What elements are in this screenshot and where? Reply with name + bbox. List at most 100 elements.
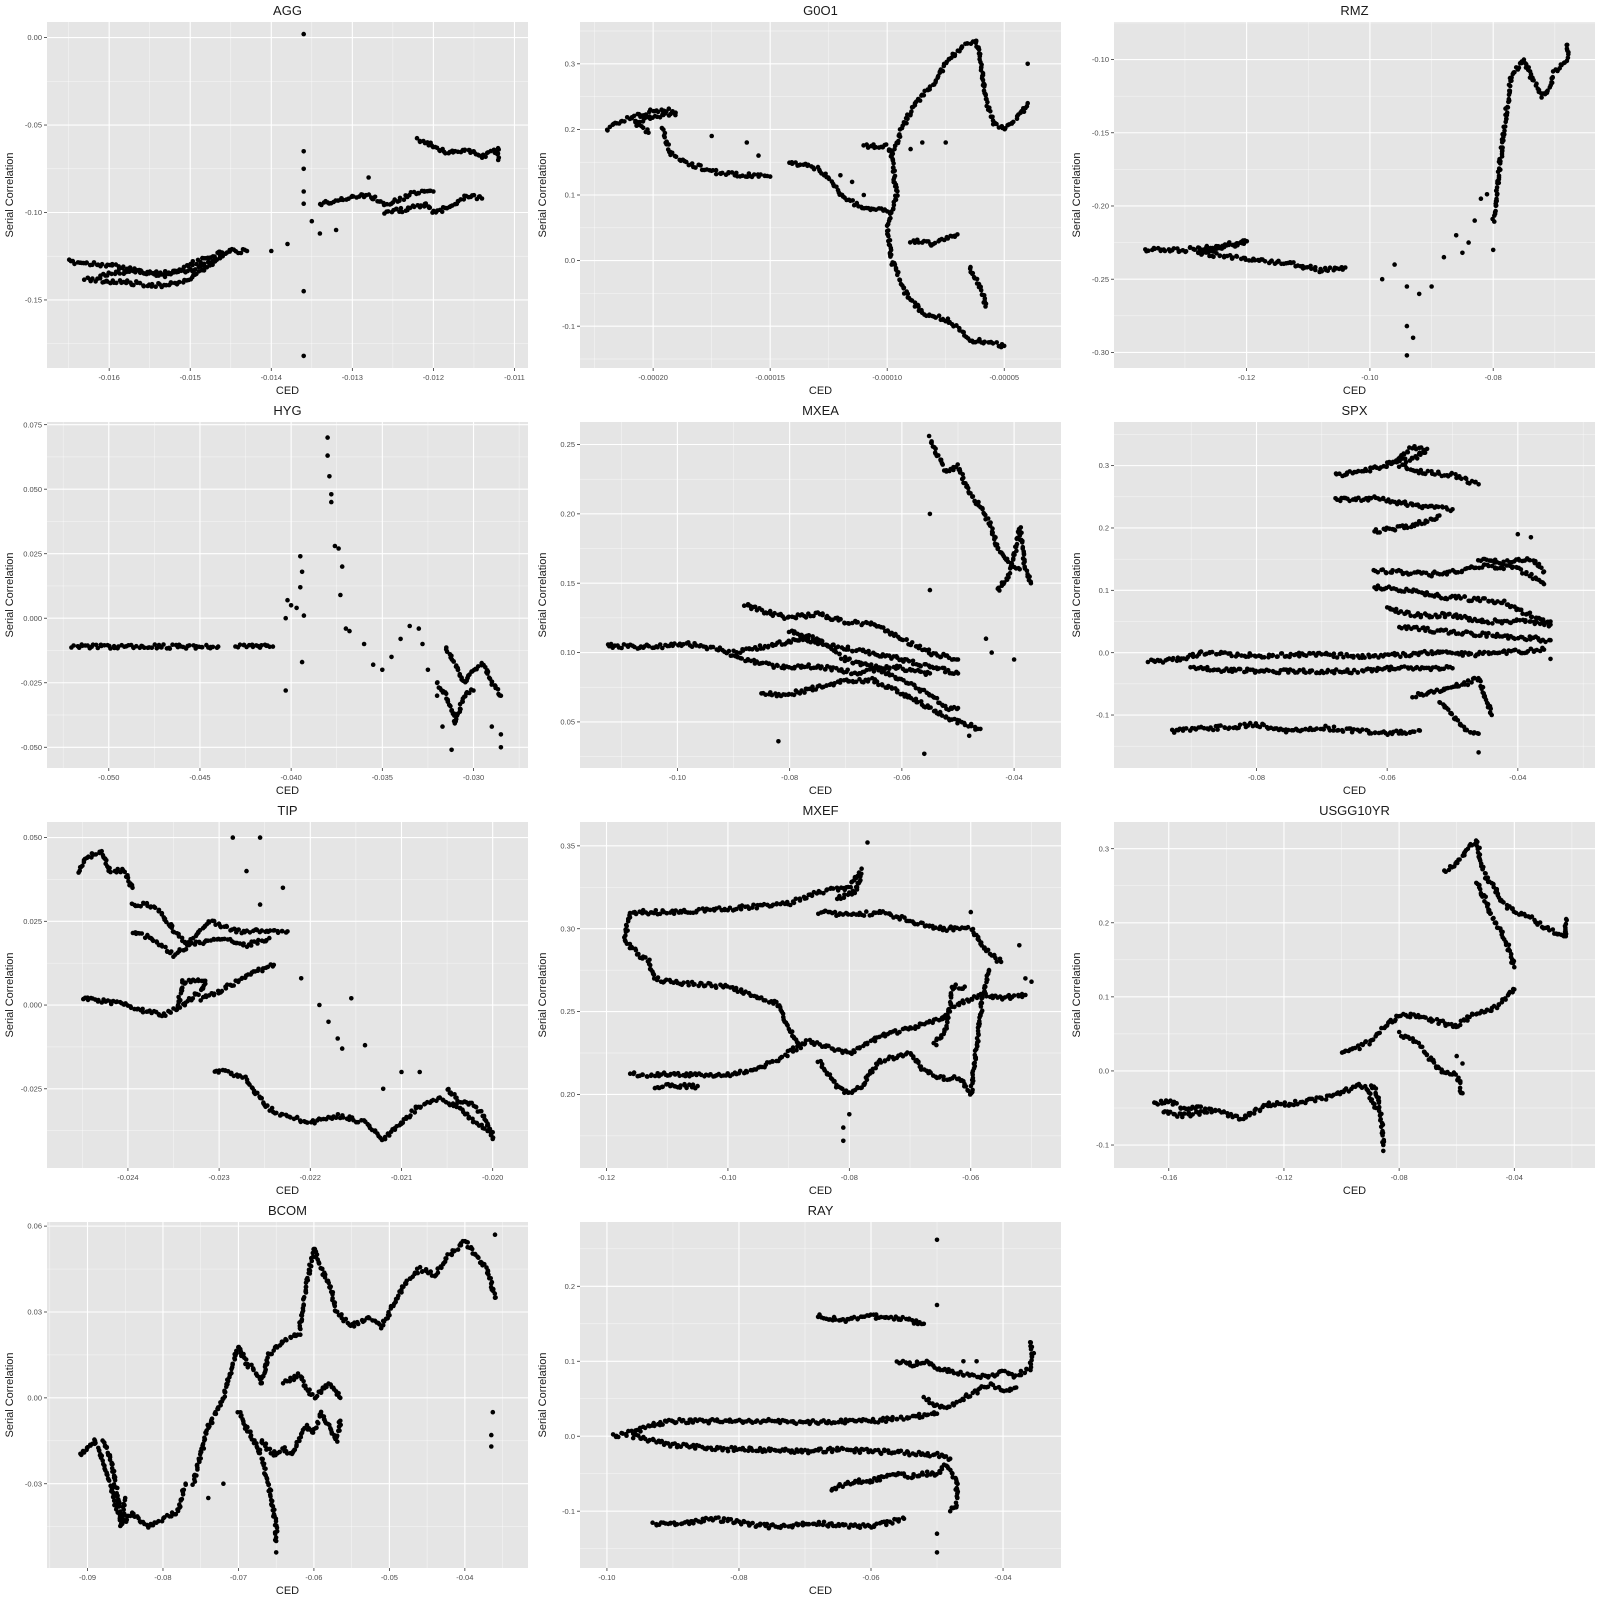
data-point: [475, 664, 481, 669]
data-point: [299, 569, 305, 575]
data-point: [850, 649, 855, 654]
data-point: [265, 1103, 270, 1108]
data-point: [979, 1008, 985, 1013]
y-tick-label: -0.10: [25, 208, 42, 217]
data-point: [1450, 507, 1455, 512]
data-point: [190, 262, 195, 268]
data-point: [673, 112, 678, 118]
data-point: [71, 643, 76, 648]
data-point: [909, 640, 915, 645]
data-point: [152, 642, 158, 647]
x-axis-title: CED: [276, 1185, 299, 1197]
data-point: [965, 41, 970, 46]
data-point: [420, 641, 425, 647]
data-point: [1486, 620, 1491, 626]
data-point: [713, 171, 719, 177]
data-point: [847, 1112, 852, 1117]
data-point: [934, 1042, 939, 1048]
data-point: [1028, 580, 1034, 586]
data-point: [142, 645, 147, 650]
data-point: [945, 1012, 950, 1018]
y-tick-label: 0.20: [560, 509, 575, 518]
panel-title: USGG10YR: [1319, 803, 1390, 818]
panel-spx: -0.08 -0.06 -0.04-0.10.00.10.20.3SPXCEDSer…: [1071, 403, 1595, 797]
data-point: [1404, 323, 1410, 329]
data-point: [909, 109, 914, 114]
data-point: [1230, 242, 1236, 248]
data-point: [1472, 218, 1477, 223]
data-point: [285, 597, 290, 603]
data-point: [1507, 83, 1513, 89]
data-point: [989, 650, 994, 655]
data-point: [855, 880, 860, 886]
x-tick-label: -0.04: [1509, 773, 1526, 782]
data-point: [945, 316, 951, 322]
x-tick-label: -0.08: [1391, 1173, 1408, 1182]
data-point: [797, 898, 803, 903]
data-point: [1493, 208, 1498, 214]
x-axis-title: CED: [809, 385, 832, 397]
data-point: [449, 653, 454, 659]
data-point: [1502, 124, 1508, 129]
data-point: [1417, 728, 1423, 733]
data-point: [980, 995, 985, 1001]
data-point: [835, 644, 841, 649]
x-tick-label: -0.08: [781, 773, 798, 782]
data-point: [1512, 70, 1517, 75]
data-point: [911, 1054, 916, 1059]
data-point: [130, 885, 135, 891]
data-point: [933, 446, 938, 452]
data-point: [1210, 727, 1216, 733]
data-point: [162, 274, 168, 280]
panel-g0o1: -0.00020 -0.00015 -0.00010 -0.00005-0.10.00…: [537, 3, 1061, 397]
data-point: [955, 657, 961, 662]
data-point: [965, 924, 971, 930]
data-point: [744, 1069, 750, 1075]
data-point: [1450, 666, 1455, 671]
x-tick-label: -0.06: [962, 1173, 979, 1182]
data-point: [961, 475, 966, 481]
data-point: [646, 643, 652, 649]
data-point: [831, 642, 836, 647]
data-point: [692, 982, 697, 987]
data-point: [622, 119, 627, 124]
x-tick-label: -0.10: [1361, 373, 1378, 382]
data-point: [734, 650, 739, 655]
data-point: [1533, 558, 1538, 564]
x-tick-label: -0.04: [1506, 1173, 1523, 1182]
data-point: [152, 905, 158, 910]
data-point: [199, 644, 205, 650]
data-point: [841, 1125, 846, 1130]
data-point: [1253, 1106, 1259, 1112]
data-point: [939, 713, 945, 718]
x-tick-label: -0.011: [504, 373, 525, 382]
data-point: [453, 716, 459, 722]
y-tick-label: 0.30: [560, 924, 575, 933]
data-point: [257, 902, 263, 907]
x-tick-label: -0.022: [300, 1173, 321, 1182]
data-point: [479, 1108, 484, 1114]
data-point: [713, 985, 719, 990]
data-point: [886, 228, 891, 233]
data-point: [959, 44, 965, 49]
y-axis-title: Serial Correlation: [1071, 953, 1083, 1038]
data-point: [110, 261, 115, 267]
data-point: [631, 113, 637, 119]
y-tick-label: 0.0: [1099, 648, 1109, 657]
data-point: [640, 125, 646, 131]
data-point: [785, 1053, 790, 1059]
data-point: [340, 197, 346, 203]
data-point: [876, 682, 881, 688]
data-point: [1007, 570, 1013, 576]
data-point: [752, 604, 758, 610]
data-point: [1275, 654, 1280, 659]
data-point: [370, 662, 376, 667]
data-point: [906, 658, 912, 664]
data-point: [760, 660, 765, 666]
data-point: [1002, 126, 1007, 132]
data-point: [224, 924, 230, 929]
data-point: [949, 55, 954, 61]
data-point: [1237, 722, 1243, 728]
data-point: [819, 638, 825, 644]
data-point: [339, 564, 345, 569]
